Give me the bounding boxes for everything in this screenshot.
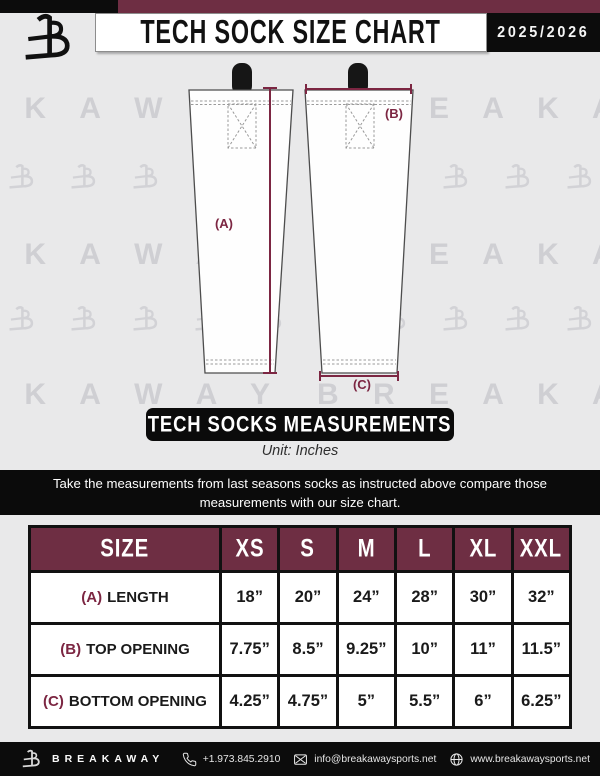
footer-bar: BREAKAWAY +1.973.845.2910 info@breakaway… [0, 742, 600, 776]
sock-stitching [191, 100, 411, 365]
phone-icon [182, 752, 196, 766]
footer-brand: BREAKAWAY [20, 749, 164, 769]
header-cell-s: S [280, 528, 336, 570]
table-cell: 24” [338, 573, 394, 622]
row-label-top-opening: (B) TOP OPENING [31, 625, 219, 674]
b-monogram-icon [502, 305, 532, 333]
instruction-bar: Take the measurements from last seasons … [0, 470, 600, 515]
sock-measurement-diagram: (A) (B) (C) [188, 63, 414, 392]
instruction-line1: Take the measurements from last seasons … [52, 475, 548, 491]
unit-note: Unit: Inches [261, 443, 339, 459]
measurement-lines [263, 84, 412, 381]
table-cell: 18” [222, 573, 278, 622]
b-monogram-icon [564, 305, 594, 333]
sock-front-outline [188, 89, 294, 374]
table-cell: 7.75” [222, 625, 278, 674]
b-monogram-icon [6, 305, 36, 333]
b-monogram-icon [6, 163, 36, 191]
table-cell: 32” [513, 573, 569, 622]
watermark-text-row: B R E A K A W A YB R E A K A W A Y [0, 378, 600, 412]
watermark-word: B R E A K A W A Y [0, 378, 283, 411]
globe-icon [450, 752, 463, 766]
footer-phone-number: +1.973.845.2910 [202, 753, 281, 765]
header-cell-size: SIZE [31, 528, 219, 570]
season-box: 2025/2026 [487, 13, 600, 52]
b-monogram-icon [68, 305, 98, 333]
table-cell: 5.5” [396, 677, 453, 726]
header-cell-xl: XL [455, 528, 511, 570]
instruction-line2: measurements with our size chart. [199, 494, 401, 510]
footer-phone[interactable]: +1.973.845.2910 [182, 752, 281, 767]
size-table: SIZE XS S M L XL XXL (A) LENGTH 18” 20” … [28, 525, 572, 729]
table-cell: 11” [455, 625, 511, 674]
header-cell-xxl: XXL [513, 528, 569, 570]
table-cell: 6” [455, 677, 511, 726]
table-cell: 11.5” [513, 625, 569, 674]
table-cell: 4.25” [222, 677, 278, 726]
table-cell: 30” [455, 573, 511, 622]
page-title: TECH SOCK SIZE CHART [140, 13, 442, 51]
b-monogram-icon [502, 163, 532, 191]
label-c: (C) [353, 377, 371, 392]
sock-tab [348, 63, 368, 95]
label-b: (B) [385, 106, 403, 121]
header-cell-xs: XS [222, 528, 278, 570]
title-box: TECH SOCK SIZE CHART [95, 13, 487, 52]
footer-brand-label: BREAKAWAY [52, 753, 165, 765]
label-a: (A) [215, 216, 233, 231]
sock-back-outline [304, 89, 414, 374]
envelope-icon [294, 753, 308, 765]
footer-website-url: www.breakawaysports.net [470, 753, 590, 765]
sock-tab [232, 63, 252, 95]
table-cell: 10” [396, 625, 453, 674]
footer-email-address: info@breakawaysports.net [314, 753, 437, 765]
breakaway-logo-icon [20, 749, 42, 769]
measurements-banner-label: TECH SOCKS MEASUREMENTS [148, 411, 452, 437]
top-black-bar [0, 0, 118, 13]
watermark-word: B R E A K A W A Y [317, 378, 600, 411]
diagram-area: B R E A K A W A YB R E A K A W A Y B R E… [0, 52, 600, 470]
table-cell: 8.5” [280, 625, 336, 674]
header-cell-m: M [338, 528, 394, 570]
header-cell-l: L [396, 528, 453, 570]
measurements-banner: TECH SOCKS MEASUREMENTS [146, 408, 454, 441]
row-label-length: (A) LENGTH [31, 573, 219, 622]
top-maroon-bar [118, 0, 600, 13]
table-cell: 20” [280, 573, 336, 622]
table-cell: 4.75” [280, 677, 336, 726]
footer-website[interactable]: www.breakawaysports.net [449, 752, 590, 767]
table-cell: 28” [396, 573, 453, 622]
footer-email[interactable]: info@breakawaysports.net [293, 752, 436, 767]
season-label: 2025/2026 [497, 23, 590, 41]
footer-contacts: +1.973.845.2910 info@breakawaysports.net… [182, 752, 590, 767]
table-cell: 9.25” [338, 625, 394, 674]
b-monogram-icon [564, 163, 594, 191]
table-cell: 6.25” [513, 677, 569, 726]
b-monogram-icon [68, 163, 98, 191]
table-cell: 5” [338, 677, 394, 726]
row-label-bottom-opening: (C) BOTTOM OPENING [31, 677, 219, 726]
